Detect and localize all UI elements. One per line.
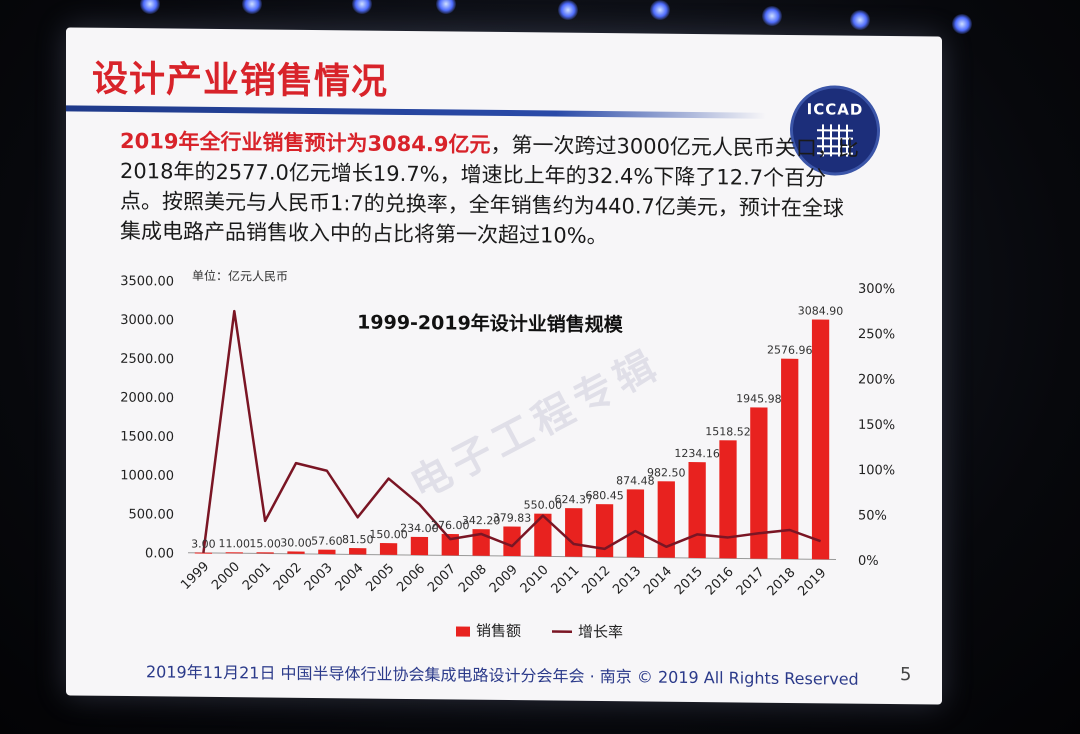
stage-light bbox=[352, 0, 372, 14]
bar-2000 bbox=[225, 552, 243, 554]
chart-legend: 销售额 增长率 bbox=[456, 622, 623, 641]
stage-light bbox=[650, 0, 670, 20]
bar-2019 bbox=[811, 319, 830, 560]
bar-2010 bbox=[534, 513, 552, 557]
bar-value-label: 3.00 bbox=[191, 537, 215, 550]
stage-light bbox=[140, 0, 160, 14]
bar-2002 bbox=[287, 551, 305, 554]
bar-value-label: 624.37 bbox=[554, 493, 592, 506]
x-tick-label: 2009 bbox=[487, 562, 521, 596]
bar-value-label: 150.00 bbox=[369, 528, 407, 541]
bar-value-label: 57.60 bbox=[311, 535, 342, 548]
chart-title: 1999-2019年设计业销售规模 bbox=[357, 310, 624, 336]
bar-value-label: 1945.98 bbox=[736, 392, 781, 405]
bar-2018 bbox=[781, 358, 799, 560]
bar-value-label: 342.20 bbox=[462, 514, 500, 527]
bar-2017 bbox=[750, 407, 768, 559]
chart-bars bbox=[194, 319, 830, 560]
x-tick-label: 1999 bbox=[178, 559, 212, 593]
bar-value-label: 550.00 bbox=[524, 498, 562, 511]
stage-light bbox=[558, 0, 578, 20]
bar-value-label: 15.00 bbox=[249, 537, 280, 550]
y-right-tick-label: 0% bbox=[858, 554, 879, 569]
x-tick-label: 2004 bbox=[333, 561, 367, 595]
x-tick-label: 2001 bbox=[240, 560, 274, 594]
x-tick-label: 2010 bbox=[518, 563, 552, 597]
x-tick-label: 2015 bbox=[672, 564, 706, 598]
y-right-tick-label: 50% bbox=[858, 508, 887, 523]
x-tick-label: 2003 bbox=[302, 560, 336, 594]
growth-rate-line bbox=[202, 309, 822, 554]
bar-2003 bbox=[318, 549, 336, 555]
sales-chart: 1999-2019年设计业销售规模 0.00 500.00 1000.00 1500.… bbox=[120, 274, 895, 641]
x-tick-label: 2013 bbox=[610, 564, 644, 598]
bar-value-label: 81.50 bbox=[342, 533, 373, 546]
bar-value-label: 874.48 bbox=[616, 474, 654, 487]
x-tick-label: 2014 bbox=[641, 564, 675, 598]
bar-value-label: 276.00 bbox=[431, 519, 469, 532]
legend-bar-swatch bbox=[456, 626, 470, 637]
bar-value-label: 2576.96 bbox=[767, 343, 812, 356]
bar-value-label: 1234.16 bbox=[674, 447, 719, 460]
iccad-logo: ICCAD bbox=[790, 84, 880, 176]
bar-value-label: 982.50 bbox=[647, 466, 685, 479]
bar-2011 bbox=[565, 508, 583, 557]
logo-grid-icon bbox=[817, 124, 853, 157]
y-left-tick-label: 2500.00 bbox=[120, 352, 174, 368]
x-tick-label: 2002 bbox=[271, 560, 305, 594]
y-left-tick-label: 500.00 bbox=[129, 507, 174, 522]
bar-2013 bbox=[626, 489, 645, 558]
y-right-tick-label: 200% bbox=[858, 372, 895, 387]
x-tick-label: 2005 bbox=[363, 561, 397, 595]
y-left-tick-label: 3000.00 bbox=[120, 313, 174, 329]
legend-bar-label: 销售额 bbox=[476, 622, 521, 640]
bar-value-label: 30.00 bbox=[280, 536, 311, 549]
y-left-tick-label: 3500.00 bbox=[120, 274, 174, 290]
stage-light bbox=[242, 0, 262, 14]
bar-2012 bbox=[595, 504, 614, 558]
bar-value-label: 379.83 bbox=[493, 511, 531, 524]
y-left-tick-label: 1500.00 bbox=[120, 429, 174, 445]
x-tick-label: 2007 bbox=[425, 562, 459, 596]
y-right-tick-label: 250% bbox=[858, 327, 895, 342]
x-tick-label: 2018 bbox=[765, 565, 799, 599]
bar-value-label: 11.00 bbox=[219, 537, 250, 550]
y-left-tick-label: 1000.00 bbox=[120, 468, 174, 484]
y-left-tick-label: 2000.00 bbox=[120, 391, 174, 407]
bar-2014 bbox=[657, 481, 675, 558]
bar-value-label: 1518.52 bbox=[705, 425, 750, 438]
bar-2004 bbox=[349, 548, 367, 555]
stage-light bbox=[762, 6, 782, 26]
x-tick-label: 2011 bbox=[549, 563, 583, 597]
x-tick-label: 2000 bbox=[209, 559, 243, 593]
bar-2006 bbox=[410, 536, 429, 556]
x-tick-label: 2008 bbox=[456, 562, 490, 596]
y-right-tick-label: 300% bbox=[858, 282, 895, 297]
x-tick-label: 2012 bbox=[579, 563, 613, 597]
x-tick-label: 2019 bbox=[795, 566, 829, 600]
bar-1999 bbox=[194, 552, 213, 554]
bar-value-label: 234.00 bbox=[400, 522, 438, 535]
bar-value-label: 680.45 bbox=[585, 489, 623, 502]
x-tick-label: 2016 bbox=[703, 565, 737, 599]
bar-value-label: 3084.90 bbox=[798, 304, 843, 317]
stage-light bbox=[850, 10, 870, 30]
bar-2016 bbox=[719, 440, 737, 559]
y-right-tick-label: 150% bbox=[858, 418, 895, 433]
legend-line-label: 增长率 bbox=[578, 623, 623, 641]
stage-light bbox=[952, 14, 972, 34]
stage-light bbox=[436, 0, 456, 14]
y-right-tick-label: 100% bbox=[858, 463, 895, 478]
bar-2015 bbox=[688, 462, 706, 559]
chart-data-labels: 3.00 11.00 15.00 30.00 57.60 81.50150.00234.0… bbox=[191, 304, 843, 550]
x-tick-label: 2006 bbox=[394, 561, 428, 595]
page-number: 5 bbox=[900, 664, 912, 686]
bar-2005 bbox=[379, 543, 398, 555]
presentation-slide: 设计产业销售情况 ICCAD 2019年全行业销售预计为3084.9亿元，第一次… bbox=[66, 27, 942, 705]
bar-2009 bbox=[503, 526, 521, 557]
bar-2001 bbox=[256, 552, 274, 554]
x-tick-label: 2017 bbox=[734, 565, 768, 599]
chart-line bbox=[202, 309, 822, 554]
y-left-tick-label: 0.00 bbox=[145, 546, 174, 561]
